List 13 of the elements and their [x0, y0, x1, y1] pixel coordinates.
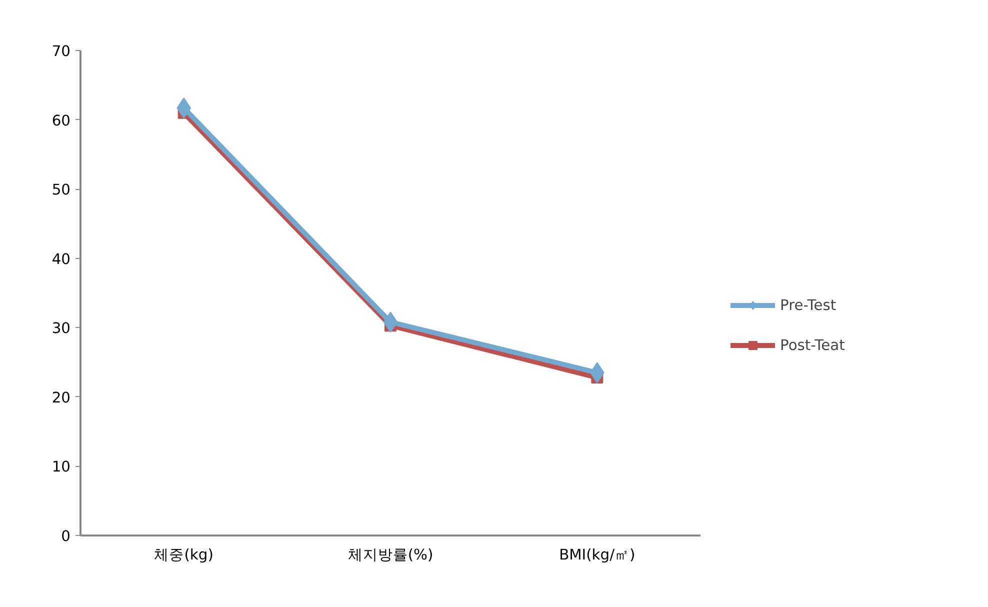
y-tick-label: 30 [52, 320, 71, 338]
y-tick-label: 0 [61, 528, 71, 545]
y-tick-label: 40 [52, 250, 71, 268]
x-tick-label: BMI(kg/㎡) [559, 546, 636, 564]
y-tick-label: 10 [52, 458, 71, 476]
legend-label: Pre-Test [780, 296, 836, 314]
y-tick-label: 50 [52, 182, 71, 199]
y-tick-label: 70 [52, 43, 71, 60]
x-tick-label: 체중(kg) [154, 546, 214, 564]
y-tick-label: 20 [52, 389, 71, 406]
y-tick-label: 60 [52, 112, 71, 130]
x-tick-label: 체지방률(%) [348, 546, 434, 564]
legend-label: Post-Teat [780, 336, 845, 354]
